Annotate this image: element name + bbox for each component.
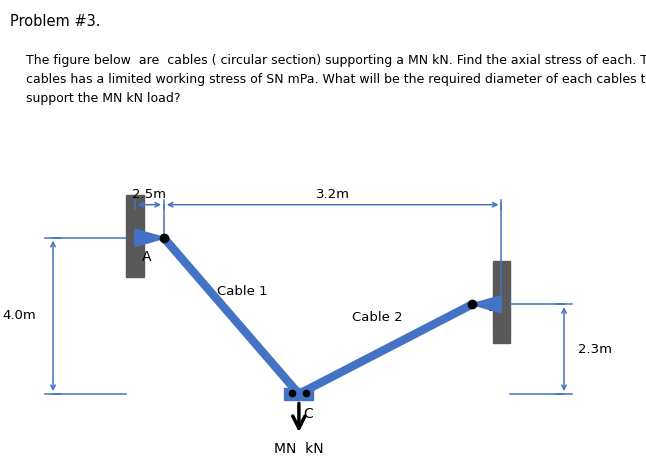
Bar (284, 388, 313, 400)
Text: Cable 1: Cable 1 (217, 286, 267, 298)
Text: support the MN kN load?: support the MN kN load? (26, 92, 180, 105)
Text: 2.5m: 2.5m (132, 188, 167, 201)
Text: Cable 2: Cable 2 (352, 311, 402, 324)
Text: 3.2m: 3.2m (316, 188, 349, 201)
Text: 2.3m: 2.3m (578, 343, 612, 355)
Text: A: A (142, 250, 151, 263)
Bar (493, 261, 510, 343)
Bar (127, 195, 143, 277)
Text: MN  kN: MN kN (274, 442, 324, 455)
Polygon shape (470, 295, 501, 313)
Text: Problem #3.: Problem #3. (10, 14, 100, 29)
Polygon shape (135, 229, 166, 246)
Text: C: C (303, 407, 313, 421)
Text: The figure below  are  cables ( circular section) supporting a MN kN. Find the a: The figure below are cables ( circular s… (26, 54, 646, 67)
Text: cables has a limited working stress of SN mPa. What will be the required diamete: cables has a limited working stress of S… (26, 73, 646, 86)
Text: B: B (488, 300, 497, 314)
Text: 4.0m: 4.0m (2, 310, 36, 322)
